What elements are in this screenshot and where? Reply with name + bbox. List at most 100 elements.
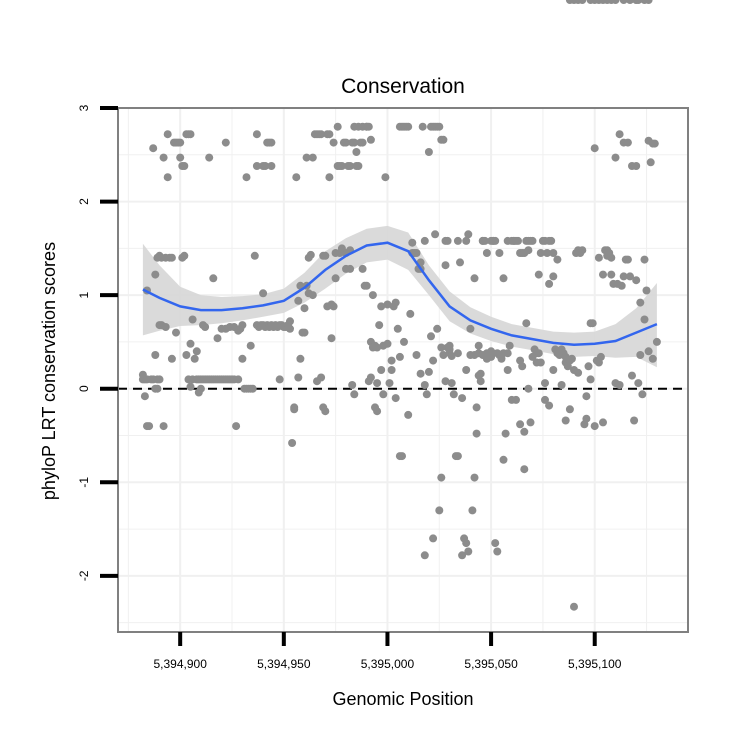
data-point <box>470 473 479 482</box>
data-point <box>524 246 533 255</box>
data-point <box>346 264 355 273</box>
data-point <box>619 0 628 4</box>
data-point <box>149 144 158 153</box>
data-point <box>358 138 367 147</box>
data-point <box>238 354 247 363</box>
data-point <box>406 309 415 318</box>
data-point <box>354 162 363 170</box>
data-point <box>505 341 514 350</box>
data-point <box>447 379 456 388</box>
data-point <box>352 148 361 156</box>
data-point <box>377 302 386 311</box>
data-point <box>404 122 413 131</box>
chart-title: Conservation <box>341 75 465 98</box>
data-point <box>640 315 649 324</box>
data-point <box>646 158 655 167</box>
data-point <box>478 236 487 245</box>
data-point <box>553 347 562 356</box>
data-point <box>317 373 326 382</box>
data-point <box>163 130 172 139</box>
data-point <box>342 138 350 147</box>
data-point <box>449 390 458 399</box>
data-point <box>590 422 599 431</box>
data-point <box>586 375 595 384</box>
data-point <box>385 379 394 388</box>
data-point <box>155 375 164 384</box>
x-tick-label: 5,394,950 <box>257 657 311 671</box>
x-tick-label: 5,395,050 <box>464 657 518 671</box>
data-point <box>528 236 537 245</box>
data-point <box>611 0 620 4</box>
data-point <box>427 332 435 341</box>
y-tick-label: 3 <box>77 104 91 111</box>
data-point <box>634 379 643 388</box>
data-point <box>607 253 616 262</box>
data-point <box>582 392 591 401</box>
data-point <box>437 343 446 352</box>
data-point <box>472 429 481 438</box>
data-point <box>167 253 176 262</box>
data-point <box>429 356 438 365</box>
data-point <box>570 602 578 611</box>
data-point <box>391 394 400 403</box>
data-point <box>387 356 396 365</box>
data-point <box>267 138 276 147</box>
data-point <box>420 236 429 245</box>
data-point <box>607 270 616 279</box>
data-point <box>383 300 392 309</box>
data-point <box>186 130 195 139</box>
data-point <box>337 162 346 170</box>
data-point <box>286 324 294 333</box>
data-point <box>373 379 382 388</box>
data-point <box>350 390 359 399</box>
data-point <box>549 366 558 374</box>
data-point <box>151 270 160 279</box>
data-point <box>234 326 243 335</box>
data-point <box>325 173 334 182</box>
data-point <box>487 352 496 361</box>
data-point <box>306 250 315 259</box>
data-point <box>638 390 647 399</box>
data-point <box>317 130 326 139</box>
data-point <box>584 362 593 371</box>
data-point <box>476 369 485 378</box>
data-point <box>246 341 255 350</box>
data-point <box>350 138 359 147</box>
data-point <box>238 321 247 330</box>
data-point <box>172 328 180 337</box>
data-point <box>636 298 645 307</box>
data-point <box>441 377 450 386</box>
data-point <box>188 315 197 324</box>
data-point <box>628 371 636 380</box>
data-point <box>371 341 379 350</box>
data-point <box>578 0 587 4</box>
data-point <box>594 253 603 262</box>
y-tick-label: 2 <box>77 198 91 205</box>
data-point <box>578 246 587 255</box>
data-point <box>632 162 641 170</box>
data-point <box>180 251 189 260</box>
data-point <box>462 236 471 245</box>
data-point <box>464 547 473 556</box>
data-point <box>458 551 467 560</box>
x-tick-label: 5,394,900 <box>153 657 207 671</box>
data-point <box>464 230 473 239</box>
data-point <box>213 334 222 343</box>
data-point <box>192 347 201 356</box>
data-point <box>611 153 620 162</box>
confidence-band <box>142 225 657 368</box>
data-point <box>412 249 421 257</box>
data-point <box>489 236 498 245</box>
data-point <box>205 153 214 162</box>
data-point <box>196 384 205 393</box>
data-point <box>375 321 384 330</box>
data-point <box>582 414 591 423</box>
data-point <box>520 427 529 436</box>
data-point <box>140 392 149 401</box>
data-point <box>549 272 558 281</box>
data-point <box>447 352 456 360</box>
data-point <box>567 354 576 363</box>
data-point <box>435 506 444 515</box>
data-point <box>186 382 195 391</box>
data-point <box>383 339 392 348</box>
